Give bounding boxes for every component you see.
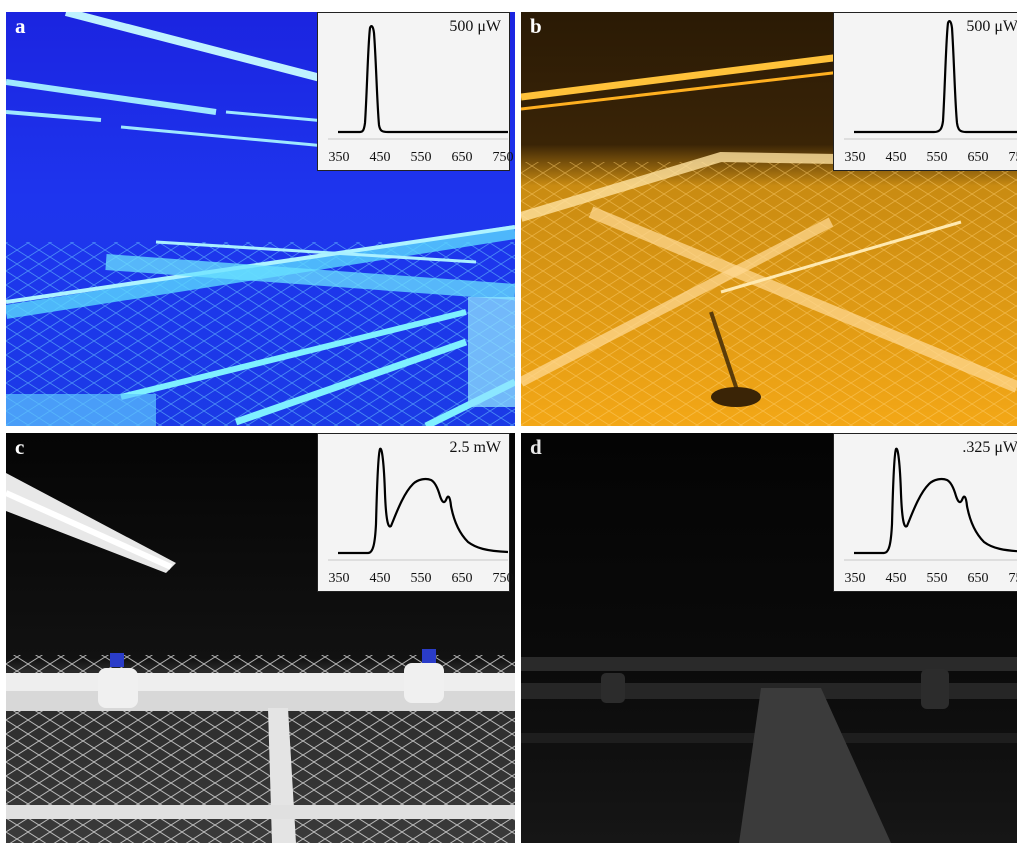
panel-label: d — [530, 435, 542, 459]
x-tick: 750 — [492, 150, 514, 165]
panel-d-dim-light: d .325 μW 350 450 550 650 750 — [521, 433, 1017, 843]
panel-c-white-light: c 2.5 mW 350 450 550 650 750 — [6, 433, 515, 843]
x-tick: 450 — [885, 150, 907, 165]
spectrum-curve-amber — [844, 20, 1017, 140]
x-tick: 750 — [1008, 150, 1017, 165]
x-tick: 650 — [967, 150, 989, 165]
x-axis-ticks: 350 450 550 650 750 — [834, 148, 1017, 166]
spectrum-inset: 500 μW 350 450 550 650 750 — [833, 12, 1017, 171]
power-label: 2.5 mW — [449, 439, 501, 456]
panel-a-blue-light: a 500 μW 350 450 550 650 750 — [6, 12, 515, 426]
x-tick: 350 — [844, 571, 866, 586]
x-tick: 750 — [492, 571, 514, 586]
panel-label: a — [15, 14, 26, 38]
x-tick: 450 — [885, 571, 907, 586]
x-tick: 650 — [451, 150, 473, 165]
panel-b-amber-light: b 500 μW 350 450 550 650 750 — [521, 12, 1017, 426]
spectrum-inset: 2.5 mW 350 450 550 650 750 — [317, 433, 514, 592]
photo-dark-tank — [521, 433, 1017, 843]
power-label: .325 μW — [962, 439, 1017, 456]
spectrum-curve-dim — [844, 447, 1017, 561]
power-label: 500 μW — [966, 18, 1017, 35]
x-tick: 650 — [451, 571, 473, 586]
x-axis-ticks: 350 450 550 650 750 — [318, 569, 514, 587]
x-tick: 750 — [1008, 571, 1017, 586]
x-tick: 450 — [369, 571, 391, 586]
spectrum-inset: .325 μW 350 450 550 650 750 — [833, 433, 1017, 592]
spectrum-inset: 500 μW 350 450 550 650 750 — [317, 12, 514, 171]
x-tick: 350 — [328, 150, 350, 165]
x-tick: 650 — [967, 571, 989, 586]
spectrum-curve-blue — [328, 25, 508, 140]
x-axis-ticks: 350 450 550 650 750 — [318, 148, 514, 166]
x-tick: 550 — [410, 571, 432, 586]
power-label: 500 μW — [449, 18, 501, 35]
panel-label: b — [530, 14, 542, 38]
panel-label: c — [15, 435, 25, 459]
x-tick: 350 — [844, 150, 866, 165]
spectrum-curve-white — [328, 447, 509, 561]
x-tick: 350 — [328, 571, 350, 586]
x-tick: 550 — [926, 571, 948, 586]
x-tick: 550 — [926, 150, 948, 165]
x-tick: 550 — [410, 150, 432, 165]
x-tick: 450 — [369, 150, 391, 165]
x-axis-ticks: 350 450 550 650 750 — [834, 569, 1017, 587]
